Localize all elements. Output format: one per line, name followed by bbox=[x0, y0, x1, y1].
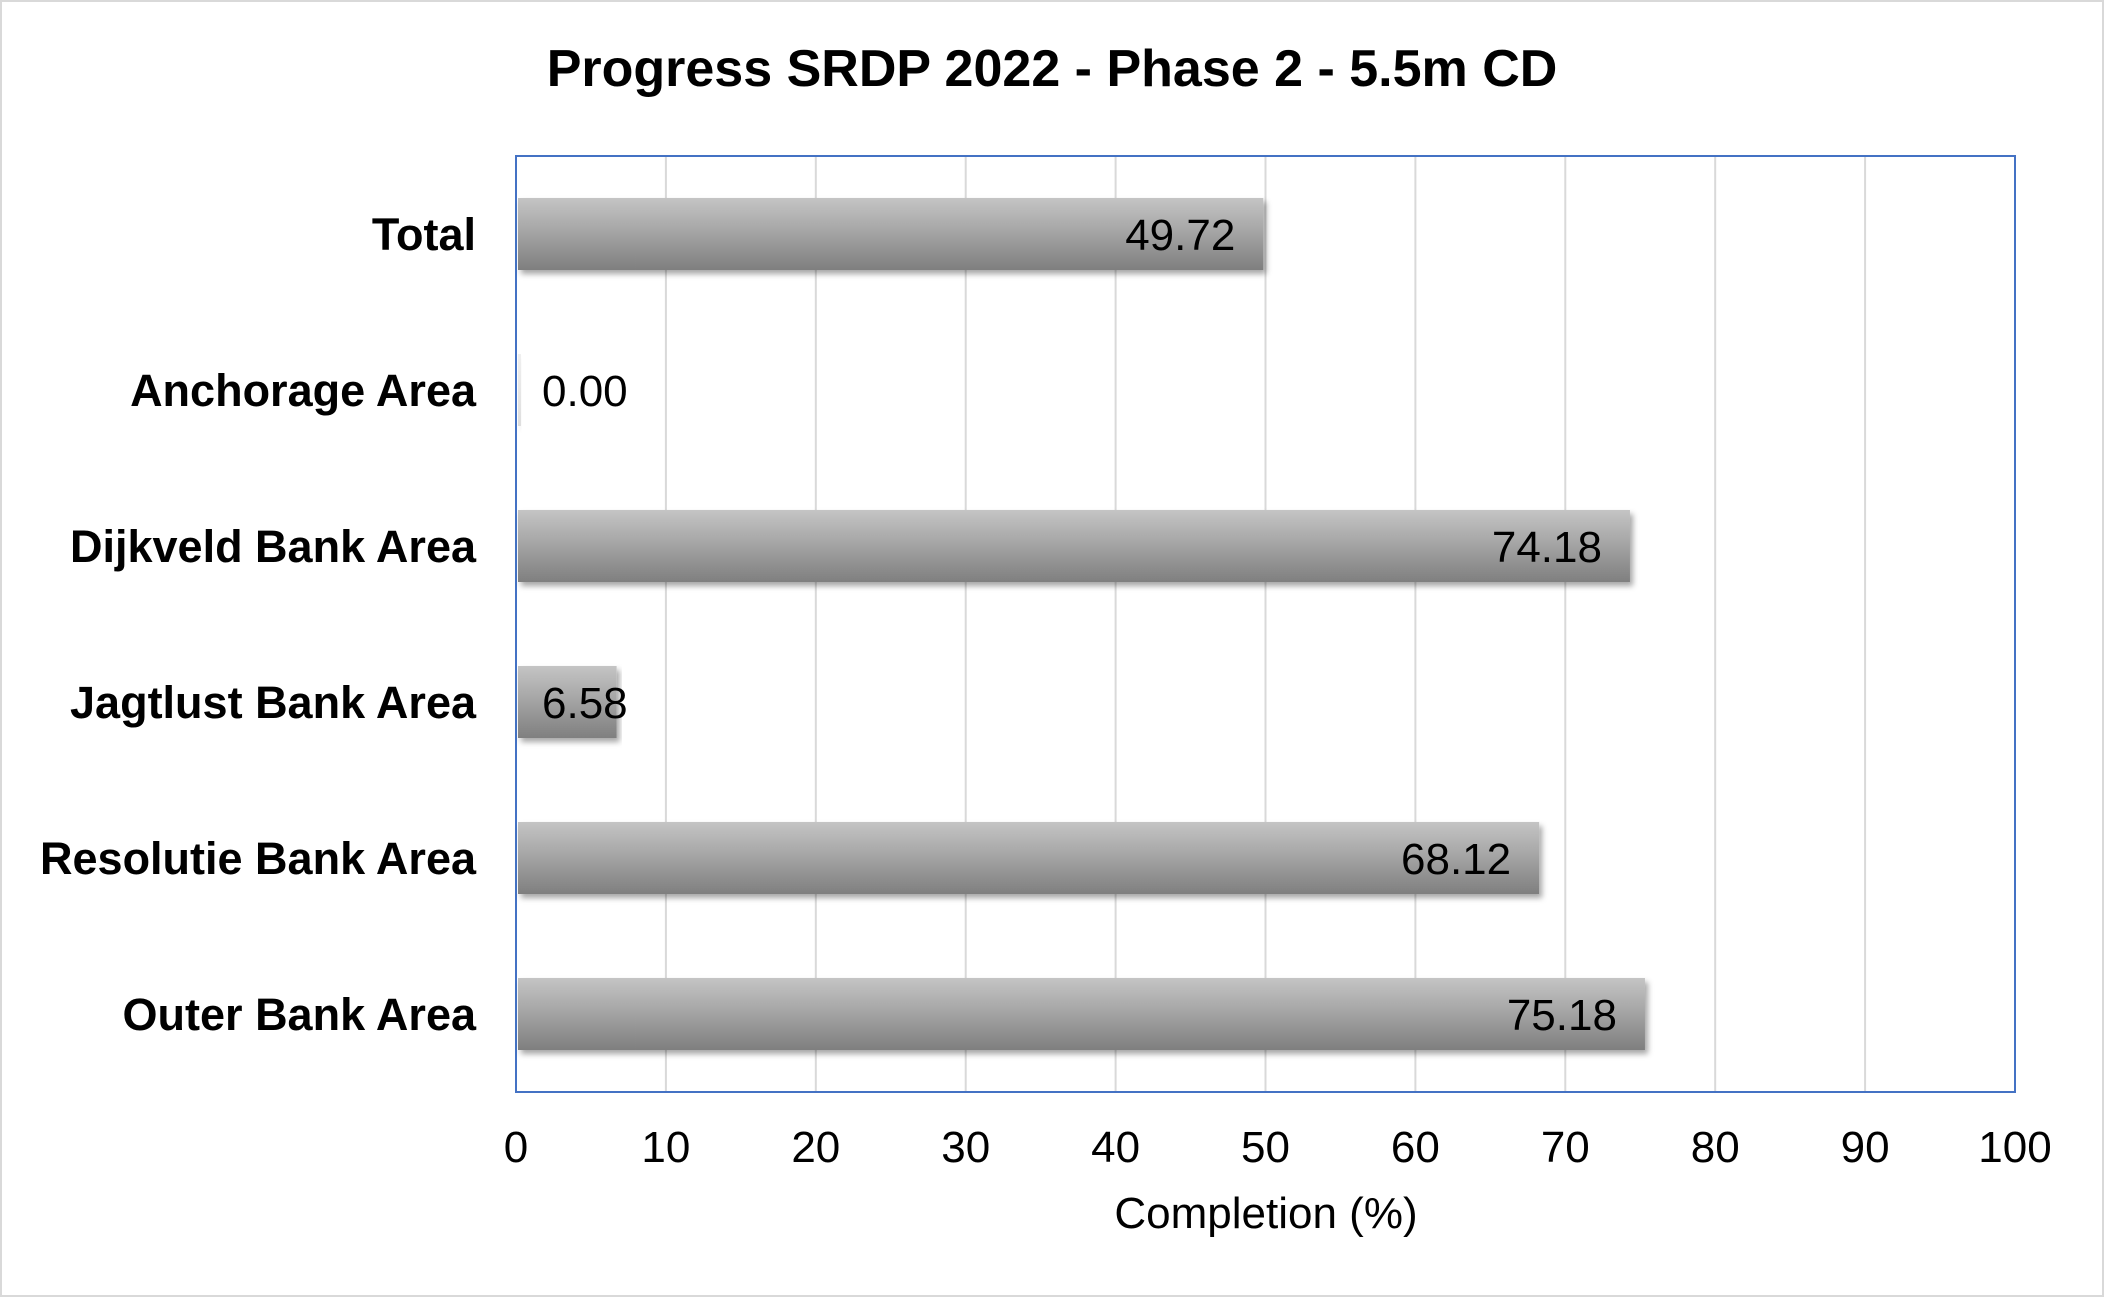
x-tick-label: 0 bbox=[504, 1123, 528, 1172]
data-label: 49.72 bbox=[1125, 211, 1235, 260]
category-label: Anchorage Area bbox=[130, 365, 477, 416]
bar bbox=[518, 510, 1630, 582]
x-tick-label: 50 bbox=[1241, 1123, 1290, 1172]
x-axis-title: Completion (%) bbox=[1114, 1189, 1417, 1238]
plot-area-border bbox=[515, 155, 2016, 1093]
x-tick-labels: 0 10 20 30 40 50 60 70 80 90 100 bbox=[504, 1123, 2052, 1172]
chart-title: Progress SRDP 2022 - Phase 2 - 5.5m CD bbox=[547, 40, 1558, 98]
x-tick-label: 90 bbox=[1841, 1123, 1890, 1172]
x-tick-label: 30 bbox=[941, 1123, 990, 1172]
category-label: Dijkveld Bank Area bbox=[70, 521, 477, 572]
x-tick-label: 20 bbox=[791, 1123, 840, 1172]
data-label: 74.18 bbox=[1492, 523, 1602, 572]
x-tick-label: 70 bbox=[1541, 1123, 1590, 1172]
category-labels: Total Anchorage Area Dijkveld Bank Area Jag… bbox=[40, 209, 477, 1040]
x-tick-label: 80 bbox=[1691, 1123, 1740, 1172]
bar bbox=[518, 354, 521, 426]
bar bbox=[518, 978, 1645, 1050]
data-label: 75.18 bbox=[1507, 991, 1617, 1040]
x-tick-label: 100 bbox=[1978, 1123, 2051, 1172]
bars bbox=[518, 198, 1645, 1050]
x-tick-label: 60 bbox=[1391, 1123, 1440, 1172]
data-labels: 49.72 0.00 74.18 6.58 68.12 75.18 bbox=[542, 211, 1617, 1040]
category-label: Resolutie Bank Area bbox=[40, 833, 477, 884]
category-label: Jagtlust Bank Area bbox=[70, 677, 477, 728]
category-label: Total bbox=[372, 209, 476, 260]
category-label: Outer Bank Area bbox=[123, 989, 477, 1040]
x-tick-label: 10 bbox=[641, 1123, 690, 1172]
bar bbox=[518, 822, 1540, 894]
bar bbox=[518, 198, 1264, 270]
data-label: 68.12 bbox=[1401, 835, 1511, 884]
x-tick-label: 40 bbox=[1091, 1123, 1140, 1172]
bar bbox=[518, 666, 617, 738]
data-label: 0.00 bbox=[542, 367, 628, 416]
data-label: 6.58 bbox=[542, 679, 628, 728]
